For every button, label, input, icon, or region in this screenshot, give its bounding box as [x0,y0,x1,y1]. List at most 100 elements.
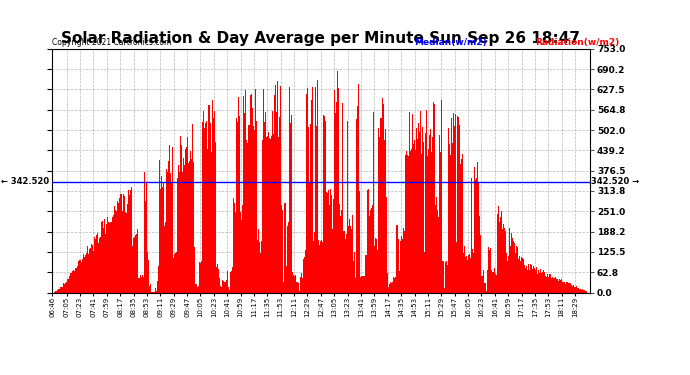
Bar [236,200,237,292]
Bar [200,262,201,292]
Bar [383,104,384,292]
Bar [246,140,247,292]
Bar [127,204,128,292]
Bar [103,222,104,292]
Bar [484,283,485,292]
Bar [65,283,66,292]
Bar [354,252,355,292]
Bar [426,110,427,292]
Bar [306,94,307,292]
Bar [457,116,458,292]
Bar [442,261,443,292]
Bar [401,236,402,292]
Bar [126,213,127,292]
Bar [506,253,507,292]
Bar [155,288,156,292]
Bar [374,246,375,292]
Bar [517,253,518,292]
Bar [538,270,539,292]
Bar [243,96,244,292]
Bar [108,229,109,292]
Bar [61,287,62,292]
Bar [156,291,157,292]
Bar [125,212,126,292]
Bar [115,210,116,292]
Bar [451,118,452,292]
Bar [498,206,499,292]
Bar [271,136,272,292]
Bar [178,166,179,292]
Bar [58,290,59,292]
Bar [256,121,257,292]
Bar [542,272,543,292]
Bar [504,228,505,292]
Bar [487,270,488,292]
Bar [507,261,508,292]
Bar [345,239,346,292]
Bar [293,276,294,292]
Bar [550,274,551,292]
Bar [444,287,445,292]
Bar [360,278,361,292]
Bar [423,142,424,292]
Text: Copyright 2021 Cartronics.com: Copyright 2021 Cartronics.com [52,38,171,47]
Bar [469,254,470,292]
Bar [247,143,248,292]
Bar [66,282,67,292]
Bar [377,248,378,292]
Bar [94,248,95,292]
Bar [474,167,475,292]
Bar [217,264,218,292]
Bar [402,239,403,292]
Bar [547,274,548,292]
Bar [122,211,123,292]
Bar [481,276,482,292]
Bar [419,158,420,292]
Bar [414,140,415,292]
Bar [554,278,555,292]
Bar [199,262,200,292]
Bar [56,291,57,292]
Bar [279,108,280,292]
Bar [396,225,397,292]
Bar [298,283,299,292]
Bar [569,284,570,292]
Bar [428,149,429,292]
Bar [114,206,115,292]
Bar [159,160,160,292]
Bar [347,121,348,292]
Bar [86,253,87,292]
Bar [454,126,455,292]
Bar [150,284,151,292]
Bar [534,268,535,292]
Bar [453,123,454,292]
Bar [404,231,405,292]
Bar [548,277,549,292]
Bar [537,274,538,292]
Bar [281,205,282,292]
Bar [468,260,469,292]
Bar [313,241,314,292]
Bar [546,277,547,292]
Bar [338,88,339,292]
Bar [326,192,327,292]
Bar [509,228,510,292]
Bar [314,232,315,292]
Bar [367,190,368,292]
Bar [467,260,468,292]
Bar [516,246,517,292]
Bar [129,201,130,292]
Bar [222,280,223,292]
Bar [395,221,396,292]
Bar [346,234,347,292]
Bar [510,246,511,292]
Bar [75,268,76,292]
Bar [511,248,512,292]
Bar [575,287,576,292]
Bar [161,176,162,292]
Bar [381,137,382,292]
Bar [553,278,554,292]
Bar [388,287,389,292]
Bar [434,104,435,292]
Bar [195,284,197,292]
